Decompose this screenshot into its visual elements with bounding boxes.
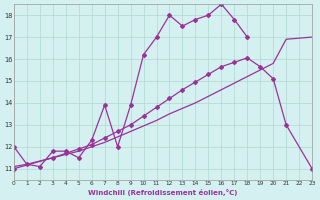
X-axis label: Windchill (Refroidissement éolien,°C): Windchill (Refroidissement éolien,°C) [88,189,238,196]
